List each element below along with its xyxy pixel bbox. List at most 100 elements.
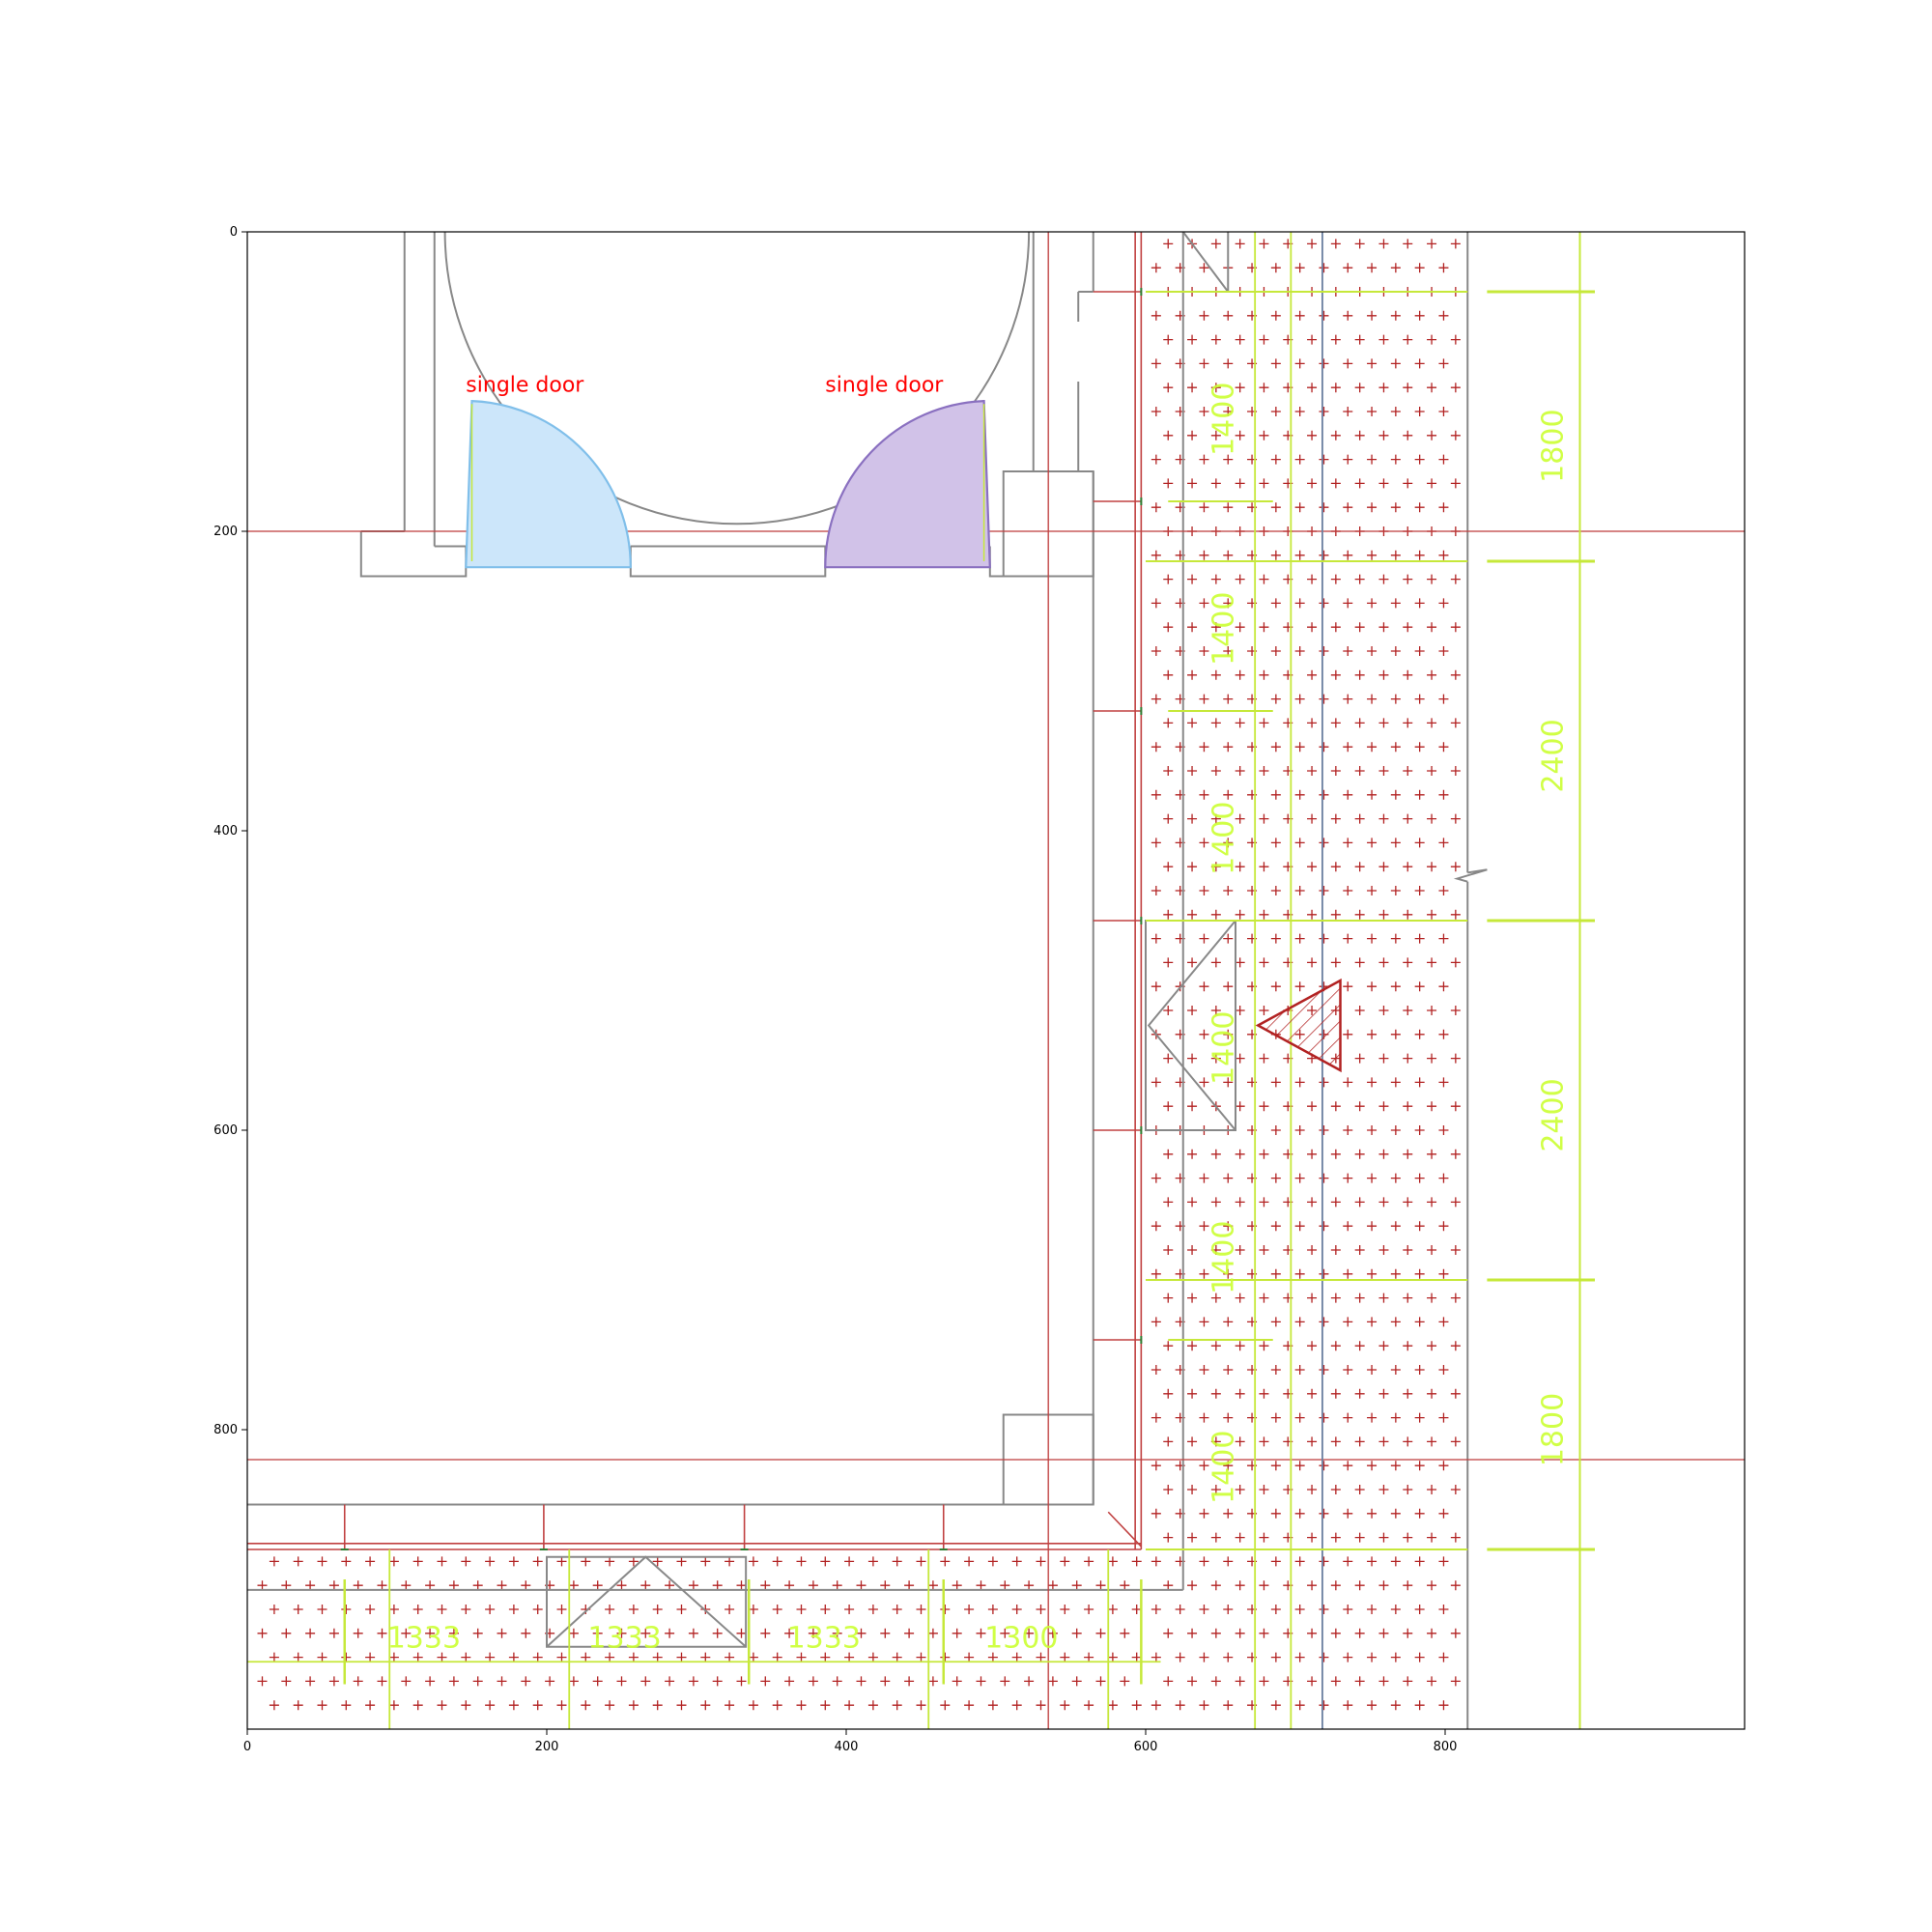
hatch-cross-mark: [1235, 957, 1245, 968]
hatch-cross-mark: [581, 1556, 591, 1567]
hatch-cross-mark: [1319, 646, 1329, 656]
hatch-cross-mark: [1367, 1556, 1378, 1567]
hatch-cross-mark: [1343, 1461, 1353, 1471]
hatch-cross-mark: [365, 1700, 376, 1711]
hatch-cross-mark: [1210, 1197, 1221, 1208]
hatch-cross-mark: [1367, 1173, 1378, 1183]
hatch-cross-mark: [1343, 1173, 1353, 1183]
hatch-cross-mark: [1450, 1580, 1461, 1591]
hatch-cross-mark: [1343, 1700, 1353, 1711]
hatch-cross-mark: [964, 1652, 975, 1662]
hatch-cross-mark: [1343, 933, 1353, 944]
hatch-cross-mark: [1414, 1700, 1425, 1711]
hatch-cross-mark: [1427, 1006, 1437, 1015]
hatch-cross-mark: [1223, 886, 1234, 895]
hatch-cross-mark: [293, 1605, 303, 1614]
hatch-cross-mark: [820, 1605, 831, 1614]
hatch-cross-mark: [1199, 1652, 1209, 1662]
hatch-cross-mark: [1107, 1700, 1118, 1711]
hatch-cross-mark: [1270, 789, 1281, 800]
hatch-cross-mark: [808, 1628, 818, 1638]
hatch-cross-mark: [1223, 1317, 1234, 1327]
hatch-cross-mark: [1210, 909, 1221, 920]
hatch-cross-mark: [1294, 310, 1305, 321]
hatch-cross-mark: [1187, 574, 1198, 584]
hatch-cross-mark: [1378, 669, 1389, 680]
hatch-cross-mark: [1294, 1700, 1305, 1711]
hatch-cross-mark: [1378, 1197, 1389, 1208]
hatch-cross-mark: [796, 1652, 807, 1662]
hatch-cross-mark: [1403, 239, 1413, 249]
hatch-cross-mark: [820, 1556, 831, 1567]
hatch-cross-mark: [1235, 909, 1245, 920]
hatch-cross-mark: [1000, 1580, 1010, 1591]
hatch-cross-mark: [1427, 1532, 1437, 1543]
hatch-cross-mark: [1427, 1580, 1437, 1591]
hatch-cross-mark: [1307, 718, 1318, 728]
hatch-cross-mark: [1270, 1077, 1281, 1088]
hatch-cross-mark: [532, 1605, 543, 1614]
hatch-cross-mark: [1199, 789, 1209, 800]
hatch-cross-mark: [1235, 430, 1245, 440]
hatch-cross-mark: [712, 1628, 723, 1638]
hatch-cross-mark: [1270, 1125, 1281, 1135]
dimension-label-1400: 1400: [1208, 1011, 1241, 1085]
hatch-cross-mark: [1210, 1388, 1221, 1399]
hatch-cross-mark: [1270, 838, 1281, 848]
hatch-cross-mark: [461, 1605, 471, 1614]
hatch-cross-mark: [1259, 909, 1269, 920]
hatch-cross-mark: [1390, 1508, 1401, 1519]
hatch-cross-mark: [1427, 1197, 1437, 1208]
hatch-cross-mark: [1060, 1605, 1070, 1614]
hatch-cross-mark: [1259, 574, 1269, 584]
hatch-cross-mark: [1427, 1388, 1437, 1399]
hatch-cross-mark: [1199, 1029, 1209, 1039]
hatch-cross-mark: [1319, 1221, 1329, 1232]
hatch-cross-mark: [1319, 1412, 1329, 1423]
hatch-cross-mark: [1343, 598, 1353, 609]
hatch-cross-mark: [1259, 1485, 1269, 1494]
hatch-cross-mark: [1223, 1556, 1234, 1567]
hatch-cross-mark: [772, 1605, 782, 1614]
hatch-cross-mark: [665, 1628, 675, 1638]
hatch-cross-mark: [1343, 1365, 1353, 1375]
hatch-cross-mark: [1151, 1412, 1161, 1423]
hatch-cross-mark: [1438, 1125, 1449, 1135]
hatch-cross-mark: [1270, 1173, 1281, 1183]
hatch-cross-mark: [1354, 1628, 1365, 1638]
cross-hatch-layer: [257, 239, 1461, 1711]
hatch-cross-mark: [1151, 742, 1161, 753]
hatch-cross-mark: [1163, 909, 1174, 920]
hatch-cross-mark: [1223, 981, 1234, 992]
hatch-cross-mark: [317, 1605, 327, 1614]
hatch-cross-mark: [1390, 1268, 1401, 1279]
hatch-cross-mark: [844, 1652, 855, 1662]
hatch-cross-mark: [1343, 550, 1353, 560]
hatch-cross-mark: [927, 1580, 938, 1591]
hatch-cross-mark: [556, 1700, 567, 1711]
hatch-cross-mark: [1235, 1293, 1245, 1303]
hatch-cross-mark: [1390, 1412, 1401, 1423]
hatch-cross-mark: [1319, 838, 1329, 848]
hatch-cross-mark: [1294, 1317, 1305, 1327]
hatch-cross-mark: [856, 1580, 867, 1591]
hatch-cross-mark: [568, 1676, 579, 1687]
hatch-cross-mark: [1427, 1245, 1437, 1255]
hatch-cross-mark: [1354, 669, 1365, 680]
hatch-cross-mark: [1367, 1268, 1378, 1279]
hatch-cross-mark: [1427, 574, 1437, 584]
hatch-cross-mark: [1414, 1125, 1425, 1135]
hatch-cross-mark: [1151, 981, 1161, 992]
hatch-cross-mark: [305, 1676, 316, 1687]
hatch-cross-mark: [1390, 598, 1401, 609]
hatch-cross-mark: [1438, 1365, 1449, 1375]
hatch-cross-mark: [1270, 1652, 1281, 1662]
hatch-cross-mark: [1131, 1605, 1142, 1614]
hatch-cross-mark: [1199, 1077, 1209, 1088]
hatch-cross-mark: [581, 1652, 591, 1662]
hatch-cross-mark: [952, 1580, 962, 1591]
hatch-cross-mark: [1319, 263, 1329, 273]
hatch-cross-mark: [281, 1580, 292, 1591]
x-tick-label: 800: [1434, 1740, 1458, 1754]
hatch-cross-mark: [1367, 838, 1378, 848]
